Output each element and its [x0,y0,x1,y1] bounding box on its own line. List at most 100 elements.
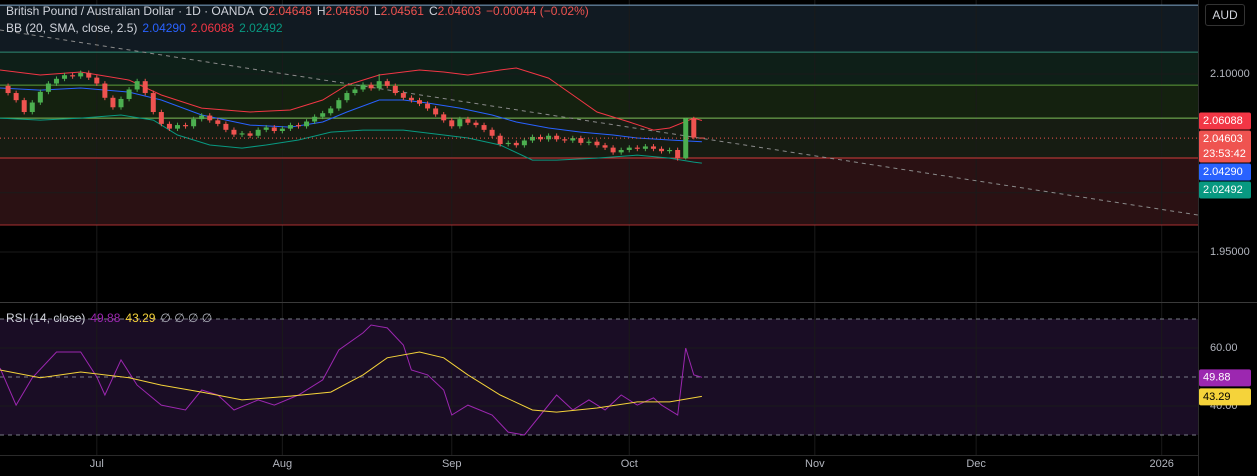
candle-body [13,93,19,101]
plot-area [0,0,1199,455]
candle-body [207,115,213,121]
candle-body [45,83,51,92]
ohlc-item: O2.04648 [259,4,312,18]
x-tick-label: 2026 [1149,458,1173,470]
candle-body [142,81,148,94]
y-tick-label: 60.00 [1210,342,1238,354]
candle-body [618,149,624,153]
price-tag-label: 23:53:42 [1203,148,1246,160]
candle-body [691,118,697,138]
ohlc-item: H2.04650 [317,4,369,18]
candle-body [400,93,406,98]
candle-body [352,89,358,94]
x-tick-label: Jul [90,458,104,470]
indicator-name: RSI (14, close) [6,311,86,325]
price-tag [1199,369,1251,387]
ohlc-value: 2.04648 [268,4,312,18]
ohlc-value: 2.04603 [437,4,482,18]
candle-body [336,100,342,109]
candle-body [53,78,59,84]
bb-legend: BB (20, SMA, close, 2.5) 2.04290 2.06088 2.… [6,21,283,35]
candle-body [417,100,423,104]
indicator-placeholders: ∅ ∅ ∅ ∅ [160,311,213,325]
price-tag-label: 2.06088 [1203,115,1243,127]
price-tag-label: 2.04603 [1203,133,1243,145]
candle-body [497,135,503,145]
candle-body [392,85,398,94]
candle-body [659,148,665,152]
price-tag [1199,388,1251,406]
candle-body [215,120,221,124]
candle-body [102,83,108,98]
candle-body [183,125,189,127]
indicator-value: 43.29 [125,311,156,325]
symbol-title: British Pound / Australian Dollar · 1D ·… [6,4,255,18]
candle-body [174,125,180,129]
candle-body [586,141,592,143]
price-tag-label: 2.04290 [1203,166,1243,178]
currency-button[interactable]: AUD [1205,4,1245,26]
candle-body [481,125,487,130]
ohlc-label: L [373,4,381,18]
candle-body [263,127,269,130]
ohlc-item: L2.04561 [374,4,424,18]
ohlc-item: C2.04603 [429,4,481,18]
trend-line [0,29,1199,216]
ohlc-label: H [316,4,326,18]
candle-body [328,108,334,114]
candle-body [546,135,552,140]
zone [0,52,1198,86]
candle-body [70,75,76,77]
x-tick-label: Sep [442,458,462,470]
candle-body [626,147,632,150]
candle-body [521,140,527,146]
candle-body [449,120,455,127]
candle-body [231,129,237,135]
candle-body [634,147,640,149]
candle-body [191,119,197,127]
symbol-legend: British Pound / Australian Dollar · 1D ·… [6,4,589,18]
candle-body [5,85,11,94]
rsi-line [0,351,702,413]
candle-body [562,139,568,141]
candle-body [376,81,382,89]
candle-body [126,89,132,99]
ohlc-label: C [428,4,438,18]
indicator-value: 2.02492 [239,21,283,35]
candle-body [602,145,608,148]
y-tick-label: 1.95000 [1210,246,1250,258]
candle-body [457,119,463,127]
x-tick-label: Oct [621,458,638,470]
candle-body [505,142,511,145]
candle-body [667,149,673,152]
candle-body [360,84,366,90]
candle-body [287,125,293,129]
price-tag-label: 43.29 [1203,391,1231,403]
candle-body [513,142,519,146]
candle-body [650,146,656,149]
candle-body [683,118,689,159]
candle-body [118,98,124,108]
price-tag [1199,163,1251,181]
candle-body [247,133,253,136]
zone [0,5,1198,53]
bb-line [0,87,702,143]
candle-body [473,122,479,126]
price-tag [1199,181,1251,199]
candle-body [554,135,560,140]
candle-body [239,133,245,135]
rsi-legend: RSI (14, close) 49.88 43.29 ∅ ∅ ∅ ∅ [6,311,212,325]
candle-body [271,127,277,132]
candle-body [279,128,285,132]
candle-body [675,149,681,159]
candle-body [255,129,261,136]
indicator-value: 2.04290 [142,21,186,35]
candle-body [529,136,535,141]
indicator-value: 2.06088 [190,21,235,35]
candle-body [110,97,116,108]
change: −0.00044 (−0.02%) [486,4,589,18]
ohlc-value: 2.04561 [380,4,424,18]
candle-body [150,93,156,113]
candle-body [295,125,301,127]
candle-body [37,91,43,103]
